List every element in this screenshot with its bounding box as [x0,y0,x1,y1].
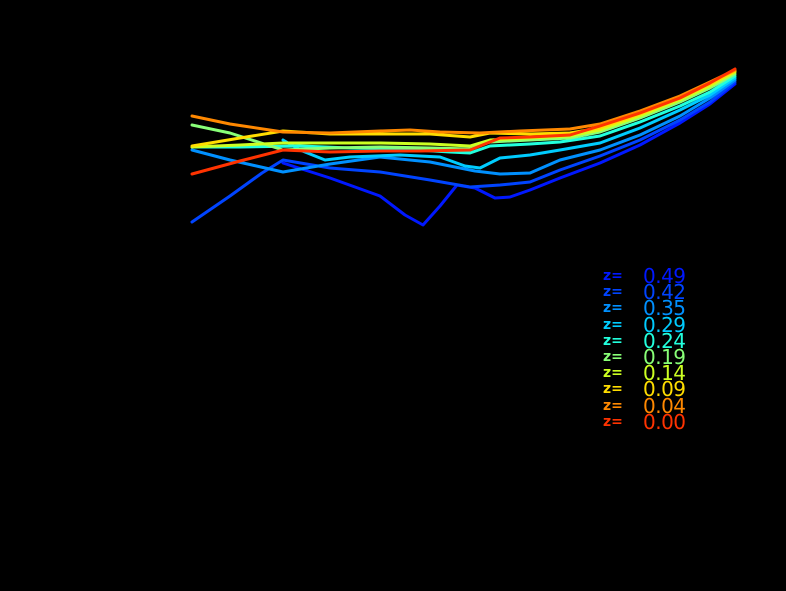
legend-value: 0.24 [643,328,686,353]
legend-prefix: z= [603,316,623,333]
legend-value: 0.00 [643,409,686,434]
legend-item: z= 0.42 [603,280,686,305]
series-line-z-0.49 [281,82,737,227]
legend-item: z= 0.35 [603,296,686,321]
legend-item: z= 0.19 [603,344,686,369]
legend-item: z= 0.09 [603,377,686,402]
legend-item: z= 0.00 [603,409,686,434]
legend-item: z= 0.29 [603,312,686,337]
legend-prefix: z= [603,300,623,317]
legend-prefix: z= [603,397,623,414]
legend-value: 0.04 [643,393,686,418]
series-line-z-0.29 [281,76,737,170]
series-line-z-0.24 [190,74,737,155]
legend-prefix: z= [603,365,623,382]
legend-item: z= 0.49 [603,264,686,288]
legend-prefix: z= [603,413,623,430]
legend-value: 0.29 [643,312,686,337]
series-line-z-0.42 [190,80,737,224]
series-line-z-0.00 [190,67,737,176]
legend-prefix: z= [603,348,623,365]
legend-item: z= 0.14 [603,361,686,386]
legend-value: 0.35 [643,296,686,321]
legend-prefix: z= [603,268,623,284]
legend-item: z= 0.24 [603,328,686,353]
series-line-z-0.35 [190,78,737,176]
legend-value: 0.49 [643,264,686,288]
legend-value: 0.09 [643,377,686,402]
legend-prefix: z= [603,332,623,349]
legend-value: 0.14 [643,361,686,386]
legend-prefix: z= [603,381,623,398]
legend-value: 0.42 [643,280,686,305]
series-line-z-0.14 [190,70,737,149]
series-lines [190,67,737,227]
series-line-z-0.04 [190,68,737,135]
legend-value: 0.19 [643,344,686,369]
legend-prefix: z= [603,284,623,301]
legend: z= 0.49 z= 0.42 z= 0.35 z= 0.29 z= 0.24 … [603,264,686,434]
legend-item: z= 0.04 [603,393,686,418]
